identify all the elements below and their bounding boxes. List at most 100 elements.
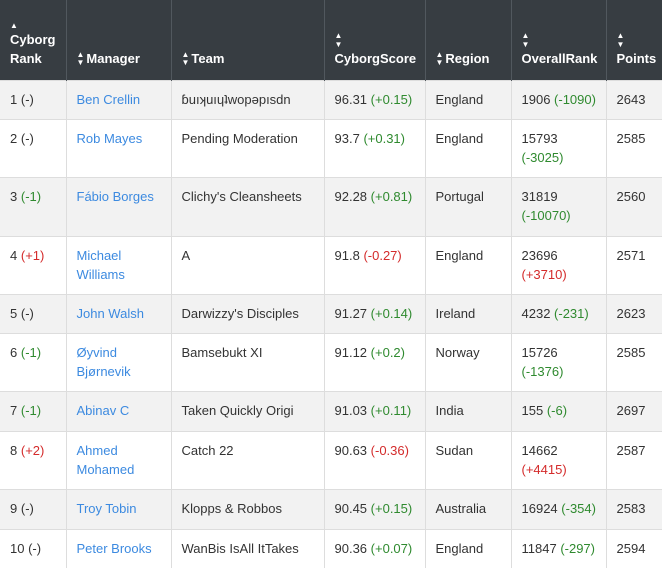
region-value: Portugal (436, 189, 484, 204)
team-cell: Clichy's Cleansheets (171, 177, 324, 236)
manager-link[interactable]: Troy Tobin (77, 501, 137, 516)
points-value: 2560 (617, 189, 646, 204)
score-cell: 91.27 (+0.14) (324, 294, 425, 333)
rank-change: (-) (28, 541, 41, 556)
overall-rank-value: 16924 (522, 501, 558, 516)
region-cell: Sudan (425, 431, 511, 489)
manager-link[interactable]: Øyvind Bjørnevik (77, 345, 131, 379)
overall-rank-value: 23696 (522, 248, 558, 263)
overall-rank-cell: 155 (-6) (511, 391, 606, 431)
region-cell: England (425, 529, 511, 568)
overall-rank-value: 14662 (522, 443, 558, 458)
region-cell: Australia (425, 489, 511, 529)
overall-rank-change: (-1090) (554, 92, 596, 107)
region-cell: Norway (425, 333, 511, 391)
manager-link[interactable]: Abinav C (77, 403, 130, 418)
overall-rank-cell: 23696 (+3710) (511, 236, 606, 294)
team-cell: Pending Moderation (171, 119, 324, 177)
score-change: (+0.31) (363, 131, 405, 146)
score-cell: 92.28 (+0.81) (324, 177, 425, 236)
rank-value: 5 (10, 306, 17, 321)
points-value: 2583 (617, 501, 646, 516)
sort-arrows-icon: ▲▼ (335, 31, 425, 49)
score-cell: 90.45 (+0.15) (324, 489, 425, 529)
manager-cell: Rob Mayes (66, 119, 171, 177)
points-cell: 2571 (606, 236, 662, 294)
team-cell: A (171, 236, 324, 294)
column-header-overall-rank[interactable]: ▲▼ OverallRank (511, 0, 606, 80)
overall-rank-change: (-1376) (522, 364, 564, 379)
column-header-team[interactable]: ▲▼Team (171, 0, 324, 80)
score-cell: 93.7 (+0.31) (324, 119, 425, 177)
overall-rank-value: 1906 (522, 92, 551, 107)
region-value: England (436, 92, 484, 107)
overall-rank-cell: 11847 (-297) (511, 529, 606, 568)
column-header-rank[interactable]: ▲ Cyborg Rank (0, 0, 66, 80)
rank-value: 1 (10, 92, 17, 107)
rank-value: 4 (10, 248, 17, 263)
team-cell: ɓuıʞuıɥʇwopǝpısdn (171, 80, 324, 119)
region-value: England (436, 248, 484, 263)
team-name: Klopps & Robbos (182, 501, 282, 516)
rank-value: 3 (10, 189, 17, 204)
overall-rank-cell: 4232 (-231) (511, 294, 606, 333)
column-header-region[interactable]: ▲▼Region (425, 0, 511, 80)
rank-change: (+1) (21, 248, 44, 263)
score-change: (+0.2) (371, 345, 405, 360)
manager-link[interactable]: Rob Mayes (77, 131, 143, 146)
region-cell: Ireland (425, 294, 511, 333)
overall-rank-value: 11847 (522, 541, 557, 556)
manager-cell: Ahmed Mohamed (66, 431, 171, 489)
region-value: Australia (436, 501, 487, 516)
column-header-manager[interactable]: ▲▼Manager (66, 0, 171, 80)
points-value: 2623 (617, 306, 646, 321)
rank-cell: 8 (+2) (0, 431, 66, 489)
column-header-points[interactable]: ▲▼ Points (606, 0, 662, 80)
team-name: Clichy's Cleansheets (182, 189, 302, 204)
manager-link[interactable]: Fábio Borges (77, 189, 154, 204)
score-value: 93.7 (335, 131, 360, 146)
overall-rank-value: 15726 (522, 345, 558, 360)
overall-rank-value: 31819 (522, 189, 558, 204)
team-name: Pending Moderation (182, 131, 298, 146)
manager-link[interactable]: Peter Brooks (77, 541, 152, 556)
rank-cell: 7 (-1) (0, 391, 66, 431)
score-change: (+0.81) (371, 189, 413, 204)
team-name: WanBis IsAll ItTakes (182, 541, 299, 556)
rank-cell: 3 (-1) (0, 177, 66, 236)
manager-link[interactable]: Michael Williams (77, 248, 125, 282)
score-value: 96.31 (335, 92, 368, 107)
column-header-score[interactable]: ▲▼ CyborgScore (324, 0, 425, 80)
points-value: 2587 (617, 443, 646, 458)
rank-change: (-1) (21, 345, 41, 360)
score-change: (+0.07) (371, 541, 413, 556)
score-value: 91.27 (335, 306, 368, 321)
points-cell: 2587 (606, 431, 662, 489)
column-header-manager-label: Manager (86, 51, 139, 66)
manager-link[interactable]: John Walsh (77, 306, 144, 321)
rank-change: (+2) (21, 443, 44, 458)
team-name: ɓuıʞuıɥʇwopǝpısdn (182, 92, 291, 107)
region-value: Norway (436, 345, 480, 360)
rank-value: 7 (10, 403, 17, 418)
manager-link[interactable]: Ahmed Mohamed (77, 443, 135, 477)
team-cell: Klopps & Robbos (171, 489, 324, 529)
rank-value: 9 (10, 501, 17, 516)
overall-rank-cell: 1906 (-1090) (511, 80, 606, 119)
score-value: 90.63 (335, 443, 368, 458)
manager-cell: Peter Brooks (66, 529, 171, 568)
score-change: (+0.15) (371, 501, 413, 516)
points-cell: 2585 (606, 333, 662, 391)
team-name: Bamsebukt XI (182, 345, 263, 360)
header-row: ▲ Cyborg Rank ▲▼Manager ▲▼Team ▲▼ Cyborg… (0, 0, 662, 80)
score-value: 90.45 (335, 501, 368, 516)
team-name: A (182, 248, 191, 263)
rank-change: (-) (21, 92, 34, 107)
column-header-rank-label: Cyborg Rank (10, 32, 56, 66)
points-cell: 2697 (606, 391, 662, 431)
manager-link[interactable]: Ben Crellin (77, 92, 141, 107)
sort-arrows-icon: ▲▼ (617, 31, 662, 49)
